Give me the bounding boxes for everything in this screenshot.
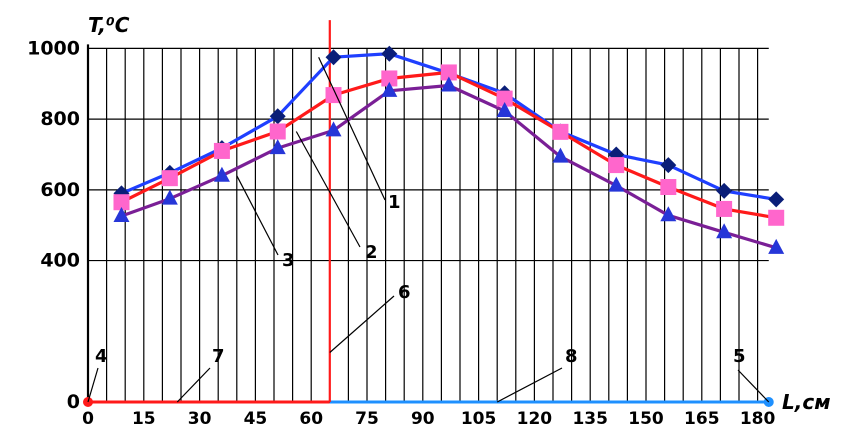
x-tick-label: 75: [355, 409, 379, 429]
series-1-point: [768, 191, 785, 208]
series-2-point: [660, 179, 677, 196]
annotation-label-8: 8: [565, 346, 578, 367]
annotation-leader-7: [176, 367, 211, 403]
series-3-point: [660, 206, 677, 222]
annotation-label-4: 4: [95, 346, 108, 367]
marker-layer: [113, 45, 785, 254]
annotation-label-7: 7: [212, 346, 225, 367]
series-1-point: [269, 108, 286, 125]
series-2-point: [608, 157, 625, 174]
series-1-point: [325, 49, 342, 66]
series-2-point: [381, 70, 398, 87]
y-tick-label: 1000: [27, 37, 80, 59]
annotation-label-5: 5: [733, 346, 746, 367]
x-tick-label: 105: [461, 409, 497, 429]
series-2-point: [161, 170, 178, 187]
annotation-layer: 1 2 3 4 5 6 7 8: [87, 56, 770, 403]
annotation-label-2: 2: [365, 242, 378, 263]
annotation-leader-6: [329, 295, 395, 353]
series-3-point: [381, 81, 398, 97]
y-tick-label: 800: [40, 108, 80, 130]
x-tick-label: 165: [684, 409, 720, 429]
annotation-label-6: 6: [398, 282, 411, 303]
annotation-label-1: 1: [388, 192, 401, 213]
y-axis-title: T,⁰C: [88, 13, 130, 37]
x-tick-label: 0: [82, 409, 94, 429]
x-tick-label: 120: [517, 409, 553, 429]
x-tick-label: 135: [572, 409, 608, 429]
series-3-point: [496, 101, 513, 117]
series-2-point: [113, 194, 130, 211]
series-3-point: [161, 189, 178, 205]
series-2-point: [716, 200, 733, 217]
series-1-point: [381, 45, 398, 62]
series-1-point: [660, 157, 677, 174]
x-tick-label: 90: [411, 409, 435, 429]
series-3-point: [113, 207, 130, 223]
series-3-point: [269, 139, 286, 155]
annotation-label-3: 3: [282, 250, 295, 271]
series-3-point: [768, 238, 785, 254]
series-2-point: [440, 64, 457, 81]
annotation-leader-5: [737, 369, 770, 403]
grid: [86, 44, 769, 404]
series-2-point: [768, 209, 785, 226]
x-axis-title: L,см: [782, 390, 831, 414]
series-3-point: [716, 223, 733, 239]
annotation-leader-8: [496, 367, 563, 403]
y-tick-label: 600: [40, 179, 80, 201]
series-2-point: [496, 90, 513, 107]
series-2-point: [269, 123, 286, 140]
series-1-point: [716, 182, 733, 199]
series-2-point: [213, 142, 230, 159]
annotation-leader-3: [236, 175, 279, 256]
annotation-leader-1: [318, 56, 386, 201]
x-tick-label: 180: [740, 409, 776, 429]
annotation-leader-4: [87, 367, 99, 403]
reference-lines: [83, 20, 774, 407]
series-3-point: [213, 166, 230, 182]
x-tick-label: 45: [244, 409, 268, 429]
series-3-point: [552, 147, 569, 163]
series-3-point: [440, 76, 457, 92]
series-3-point: [325, 121, 342, 137]
series-2-point: [552, 123, 569, 140]
y-tick-label: 400: [40, 250, 80, 272]
series-3-point: [608, 176, 625, 192]
x-tick-label: 15: [132, 409, 156, 429]
x-tick-label: 60: [299, 409, 323, 429]
y-tick-label: 0: [67, 391, 80, 413]
annotation-leader-2: [295, 131, 361, 248]
x-tick-label: 150: [628, 409, 664, 429]
x-tick-label: 30: [188, 409, 212, 429]
series-line-3: [120, 83, 777, 250]
